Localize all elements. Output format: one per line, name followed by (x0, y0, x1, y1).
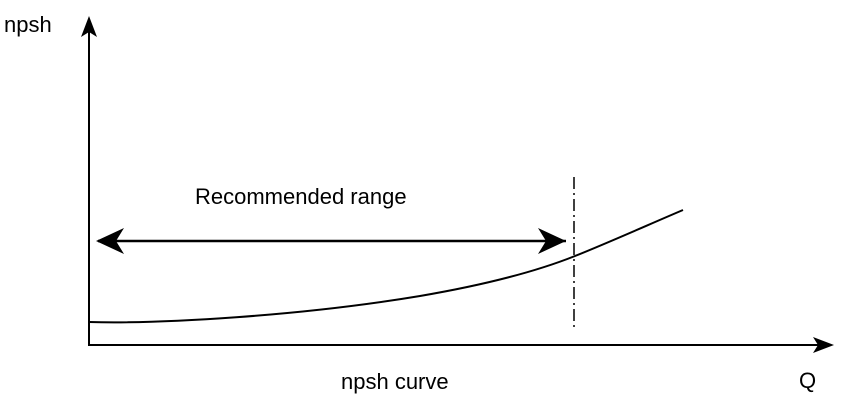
npsh-curve (88, 209, 684, 324)
range-arrowhead-right (538, 228, 566, 254)
y-axis-label: npsh (4, 12, 52, 37)
diagram-caption: npsh curve (341, 369, 449, 394)
x-axis-label: Q (799, 368, 816, 393)
range-arrowhead-left (96, 228, 124, 254)
x-axis-arrowhead (813, 337, 834, 353)
recommended-range-label: Recommended range (195, 184, 407, 209)
y-axis-arrowhead (81, 16, 97, 37)
